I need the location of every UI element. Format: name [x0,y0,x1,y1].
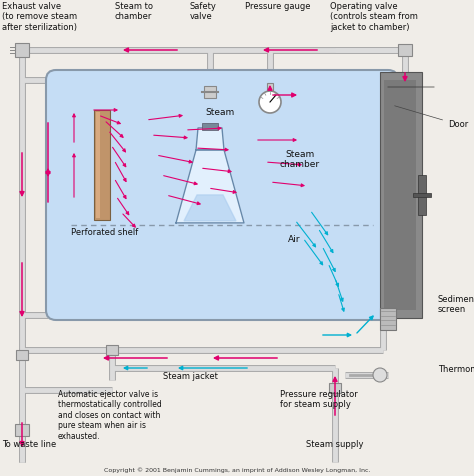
Bar [106,345,118,355]
Bar [329,383,341,393]
Circle shape [259,91,281,113]
Polygon shape [176,150,244,223]
Text: Steam: Steam [205,108,235,117]
Text: Perforated shelf: Perforated shelf [71,228,138,237]
Bar [398,44,412,56]
Text: Sediment
screen: Sediment screen [438,295,474,315]
Text: Pressure gauge: Pressure gauge [245,2,310,11]
Bar [16,350,28,360]
Bar [384,80,416,310]
Bar [267,83,273,91]
Text: Copyright © 2001 Benjamin Cummings, an imprint of Addison Wesley Longman, Inc.: Copyright © 2001 Benjamin Cummings, an i… [104,467,370,473]
Bar [202,123,218,130]
FancyBboxPatch shape [46,70,398,320]
Polygon shape [184,195,236,221]
Text: Steam to
chamber: Steam to chamber [115,2,153,21]
Text: Door: Door [395,106,468,129]
Bar [94,110,110,220]
Text: Steam jacket: Steam jacket [163,372,218,381]
Text: To waste line: To waste line [2,440,56,449]
Bar [380,72,422,318]
Text: Air: Air [288,235,301,244]
Bar [15,43,29,57]
Text: Automatic ejector valve is
thermostatically controlled
and closes on contact wit: Automatic ejector valve is thermostatica… [58,390,162,441]
Bar [418,175,426,215]
Polygon shape [196,128,224,150]
Bar [413,193,431,197]
Text: Safety
valve: Safety valve [190,2,217,21]
Bar [15,424,29,436]
Bar [204,86,216,98]
Bar [96,112,100,218]
Text: Steam supply: Steam supply [306,440,364,449]
Circle shape [373,368,387,382]
Text: Operating valve
(controls steam from
jacket to chamber): Operating valve (controls steam from jac… [330,2,418,32]
Text: Steam
chamber: Steam chamber [280,150,320,169]
Text: Exhaust valve
(to remove steam
after sterilization): Exhaust valve (to remove steam after ste… [2,2,77,32]
Bar [380,308,396,330]
Text: Pressure regulator
for steam supply: Pressure regulator for steam supply [280,390,358,409]
Text: Thermometer: Thermometer [438,365,474,374]
